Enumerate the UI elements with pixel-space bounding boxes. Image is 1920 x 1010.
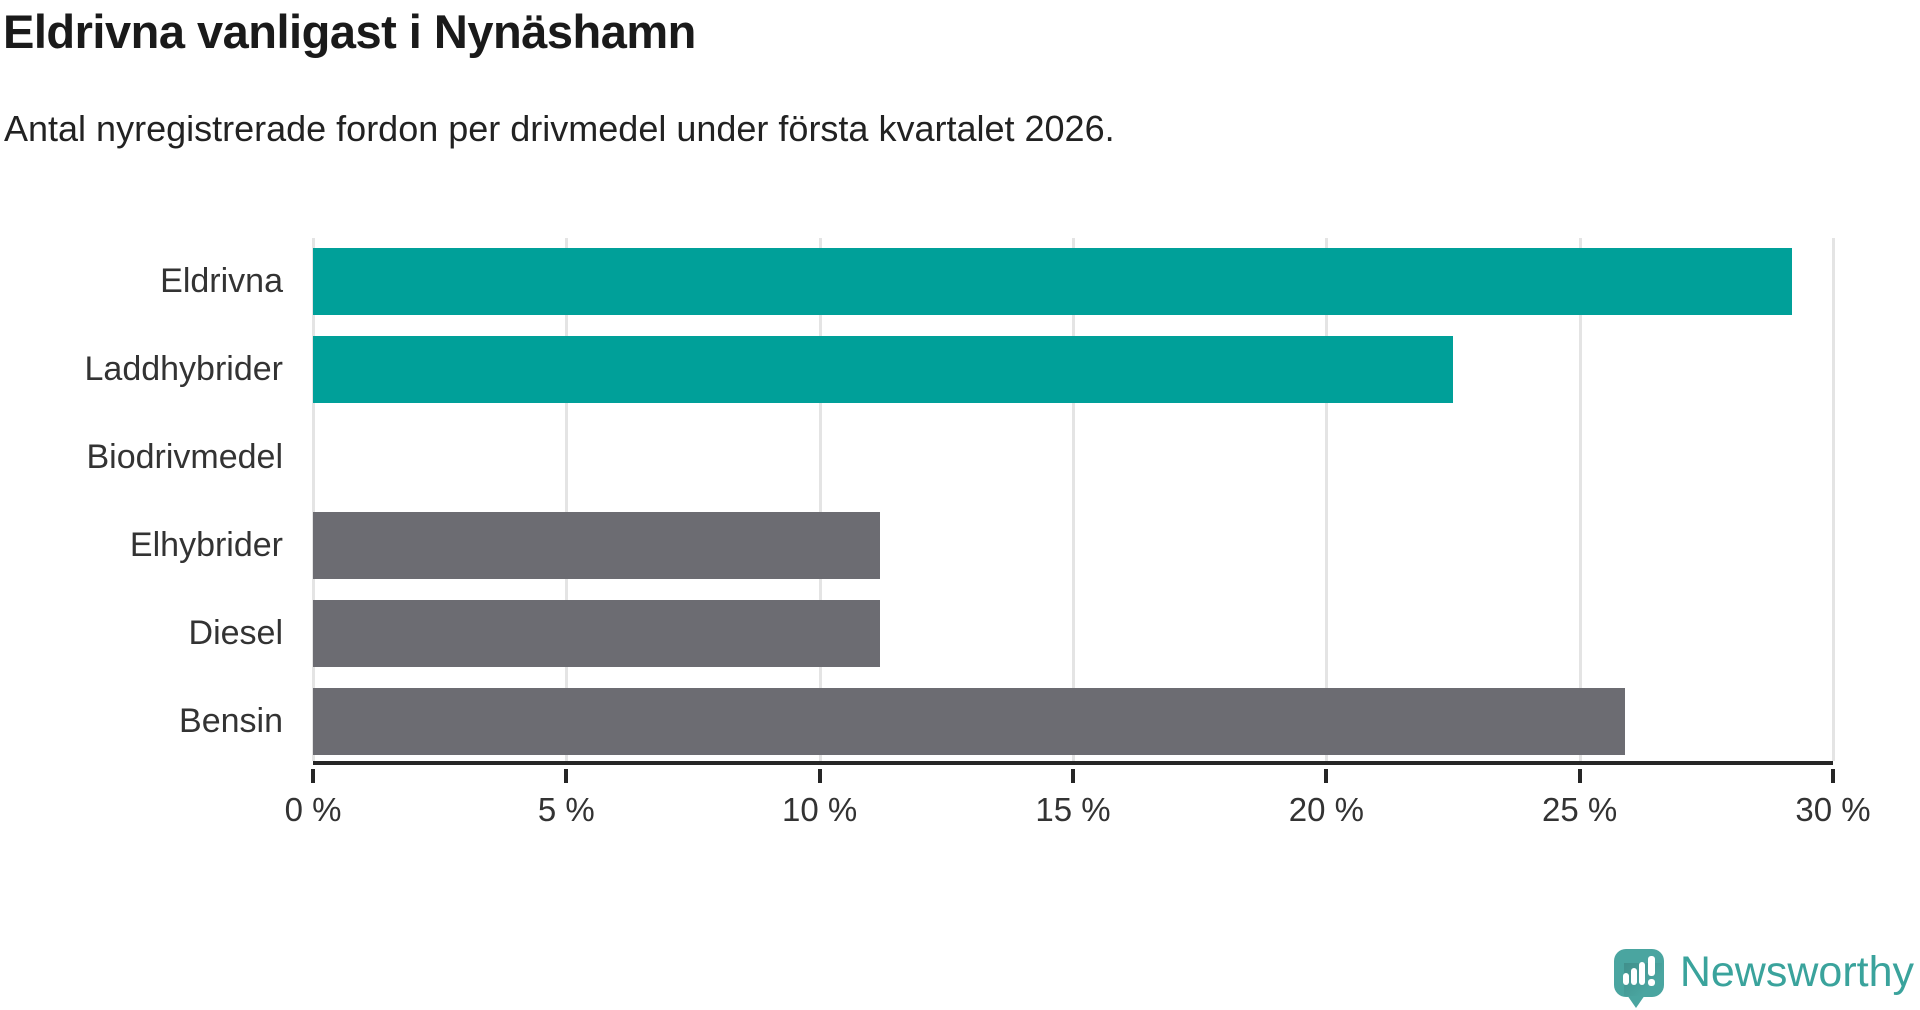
plot-area	[312, 238, 1835, 765]
axis-tick-label: 25 %	[1542, 791, 1618, 828]
icon-chart-bar	[1630, 967, 1637, 985]
bar-rows: Eldrivna Laddhybrider Biodrivmedel Elhybrid…	[0, 238, 1833, 765]
bar-row: Elhybrider	[0, 502, 1833, 590]
gridline	[1072, 238, 1075, 761]
gridline	[1325, 238, 1329, 761]
icon-exclamation-dot	[1647, 978, 1655, 986]
gridline	[312, 238, 315, 761]
axis-tick	[564, 769, 569, 783]
gridline	[1578, 238, 1582, 761]
gridline	[818, 238, 822, 761]
newsworthy-logo: Newsworthy	[1613, 948, 1914, 1008]
bar-track	[313, 248, 1833, 316]
chart-subtitle: Antal nyregistrerade fordon per drivmede…	[4, 108, 1115, 149]
axis-tick	[1071, 769, 1075, 783]
bar-track	[313, 599, 1833, 667]
category-label-laddhybrider: Laddhybrider	[84, 350, 283, 389]
bar-track	[313, 511, 1833, 579]
bar-track	[313, 424, 1833, 491]
bar-row: Diesel	[0, 589, 1833, 677]
bar-row: Biodrivmedel	[0, 414, 1833, 502]
icon-exclamation-mark	[1647, 955, 1655, 976]
axis-tick	[1324, 769, 1329, 783]
x-axis: 0 % 5 % 10 % 15 % 20 % 25 % 30 %	[0, 765, 1871, 835]
bar-chart: Eldrivna Laddhybrider Biodrivmedel Elhybrid…	[0, 238, 1871, 828]
chart-title: Eldrivna vanligast i Nynäshamn	[3, 5, 696, 58]
axis-tick	[1831, 769, 1835, 783]
axis-tick-label: 15 %	[1035, 791, 1111, 828]
bar-row: Bensin	[0, 677, 1833, 765]
axis-tick-label: 30 %	[1795, 791, 1871, 828]
bar-bensin	[313, 687, 1626, 755]
axis-tick	[311, 769, 315, 783]
category-label-bensin: Bensin	[179, 701, 283, 740]
axis-tick-label: 20 %	[1288, 791, 1364, 828]
category-label-diesel: Diesel	[188, 613, 283, 652]
bar-laddhybrider	[313, 336, 1453, 404]
category-label-eldrivna: Eldrivna	[160, 262, 283, 301]
icon-chart-bar	[1638, 961, 1645, 985]
axis-tick-label: 10 %	[782, 791, 858, 828]
bar-track	[313, 336, 1833, 404]
bar-eldrivna	[313, 248, 1793, 316]
gridline	[565, 238, 569, 761]
axis-tick-label: 5 %	[537, 791, 595, 828]
brand-name: Newsworthy	[1679, 948, 1914, 996]
category-label-biodrivmedel: Biodrivmedel	[86, 438, 283, 477]
bar-elhybrider	[313, 511, 881, 579]
category-label-elhybrider: Elhybrider	[129, 525, 283, 564]
axis-tick	[817, 769, 822, 783]
newsworthy-speech-bubble-chart-icon	[1613, 948, 1664, 1008]
bar-diesel	[313, 599, 881, 667]
bar-row: Laddhybrider	[0, 326, 1833, 414]
icon-chart-bar	[1622, 972, 1629, 985]
bar-row: Eldrivna	[0, 238, 1833, 326]
axis-tick	[1577, 769, 1582, 783]
gridline	[1832, 238, 1835, 761]
speech-bubble-tail	[1626, 994, 1645, 1008]
axis-tick-label: 0 %	[284, 791, 342, 828]
bar-track	[313, 687, 1833, 755]
